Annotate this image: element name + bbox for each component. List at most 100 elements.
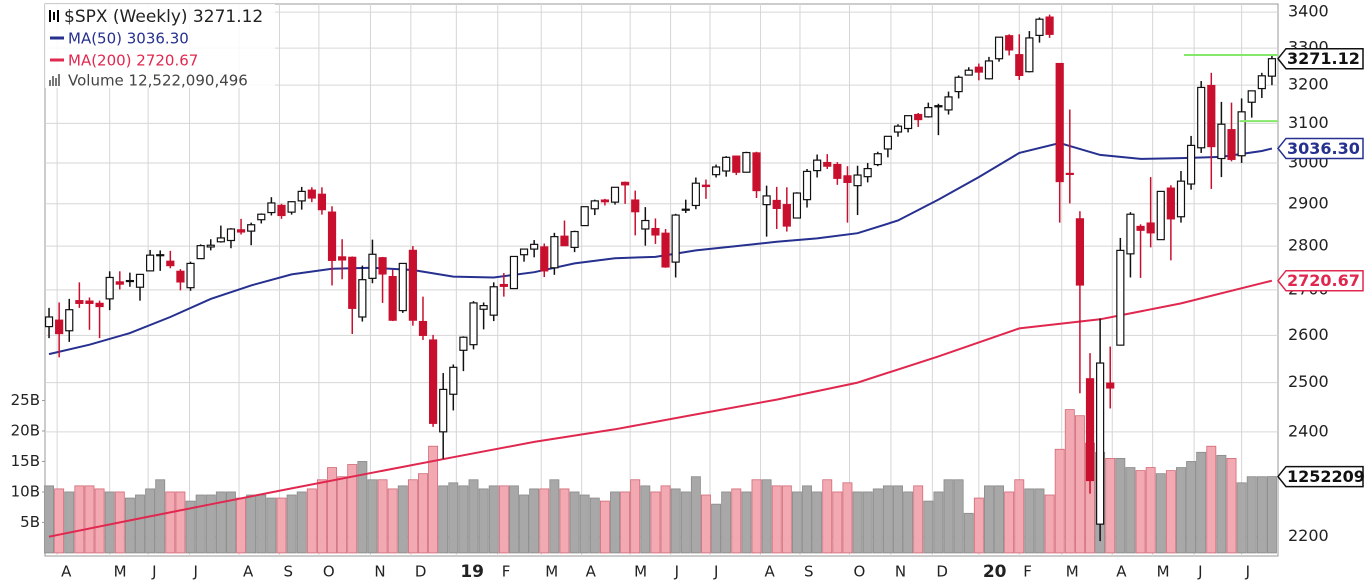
volume-bar [1236,482,1247,554]
candle-body [671,214,680,263]
volume-bar [1226,458,1237,554]
candle-body [722,156,731,172]
candle-body [499,283,508,287]
volume-bar [1115,458,1126,554]
volume-bar [701,494,711,554]
candle-body [742,151,751,173]
volume-bar [195,494,206,554]
candle-body [711,166,721,176]
price-tag-label: 1252209 [1287,467,1364,486]
candle-body [449,366,458,395]
volume-bar [1176,467,1186,554]
candle-body [236,229,246,233]
x-tick-label: N [895,563,906,581]
x-tick-label: M [634,563,647,581]
volume-bar [84,485,95,554]
candle-body [954,76,963,93]
volume-bar [1196,451,1207,554]
volume-bar [407,479,418,554]
volume-bar [94,488,105,554]
volume-bar [1034,488,1045,554]
candle-body [590,200,599,210]
volume-bar [822,479,833,554]
candle-body [1207,84,1216,148]
candle-body [752,152,761,192]
volume-bar [1054,448,1065,554]
volume-bar [397,485,408,554]
candle-body [428,339,438,424]
candle-body [469,302,478,346]
volume-bar [54,488,65,554]
x-tick-label: A [765,563,776,581]
candle-body [782,204,791,227]
price-tag [1277,47,1364,70]
candle-body [439,388,448,433]
x-tick-label: N [374,563,385,581]
volume-bar [1155,473,1166,554]
volume-bar [650,491,661,554]
candle-body [1136,225,1145,231]
x-tick-label: J [1197,563,1202,581]
candle-body [358,279,367,318]
volume-bar [468,479,479,554]
volume-bar [1105,458,1116,554]
y2-tick-label: 5B [20,513,40,531]
volume-bar [478,488,489,554]
volume-bar [862,491,873,554]
volume-bar [751,479,762,554]
volume-bar [579,494,590,554]
x-tick-label: J [193,563,198,581]
y-tick-label: 2400 [1288,421,1329,440]
candle-body [418,320,428,336]
volume-bar [721,491,732,554]
volume-bar [145,488,156,554]
volume-bar [741,491,752,554]
candle-body [115,281,124,285]
price-tag [1277,137,1364,160]
candle-body [792,192,802,219]
candle-body [641,219,650,230]
volume-bar [1125,467,1136,554]
candle-body [247,224,256,232]
candle-body [550,236,559,269]
volume-bar [458,485,469,554]
volume-bar [124,497,135,554]
x-tick-label: F [1023,563,1032,581]
y-tick-label: 2900 [1288,193,1329,212]
legend-volume: Volume 12,522,090,496 [68,72,248,90]
volume-bar [973,497,984,554]
candle-body [479,305,488,310]
candle-body [661,232,670,268]
candle-body [621,181,630,186]
volume-bar [620,491,631,554]
volume-bar [913,485,924,554]
volume-bar [256,494,267,554]
candle-body [560,235,569,247]
volume-bar [296,491,307,554]
volume-bar [933,491,944,554]
volume-bar [1266,476,1277,554]
volume-bar [286,494,297,554]
x-tick-label: M [1066,563,1079,581]
y-tick-label: 2600 [1288,325,1329,344]
y2-tick-label: 20B [11,421,40,439]
candle-body [843,175,852,183]
candle-body [1197,86,1206,149]
candle-body [1146,222,1155,234]
candle-body [277,204,286,217]
candle-body [762,195,771,206]
volume-bar [549,479,560,554]
volume-bar [337,476,348,554]
volume-bar [569,491,580,554]
candle-body [833,163,842,179]
candle-body [984,60,994,80]
volume-bar [903,491,914,554]
candle-body [1065,172,1074,176]
candle-body [55,319,64,335]
volume-bar [559,488,570,554]
volume-bar [630,479,641,554]
candle-body [459,336,468,351]
x-tick-label: S [804,563,814,581]
volume-bar [215,491,226,554]
